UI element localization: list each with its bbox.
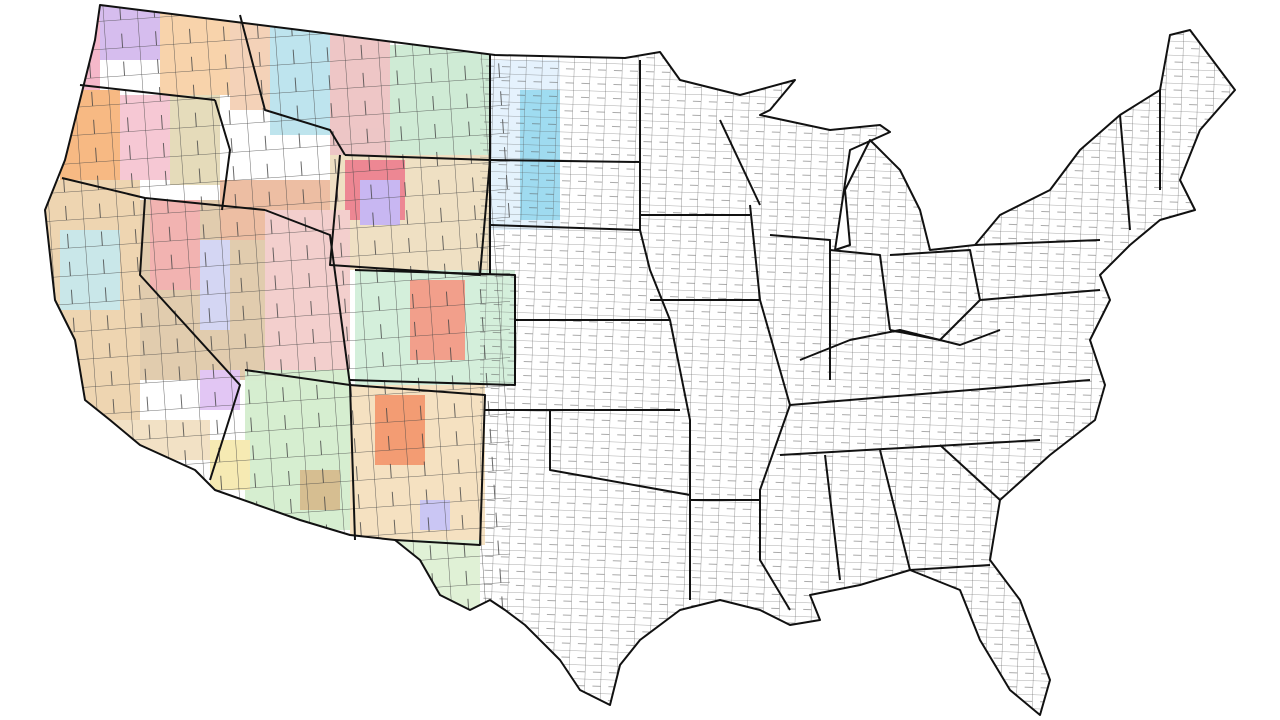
state-boundaries xyxy=(44,4,1236,716)
us-outline xyxy=(44,4,1236,716)
